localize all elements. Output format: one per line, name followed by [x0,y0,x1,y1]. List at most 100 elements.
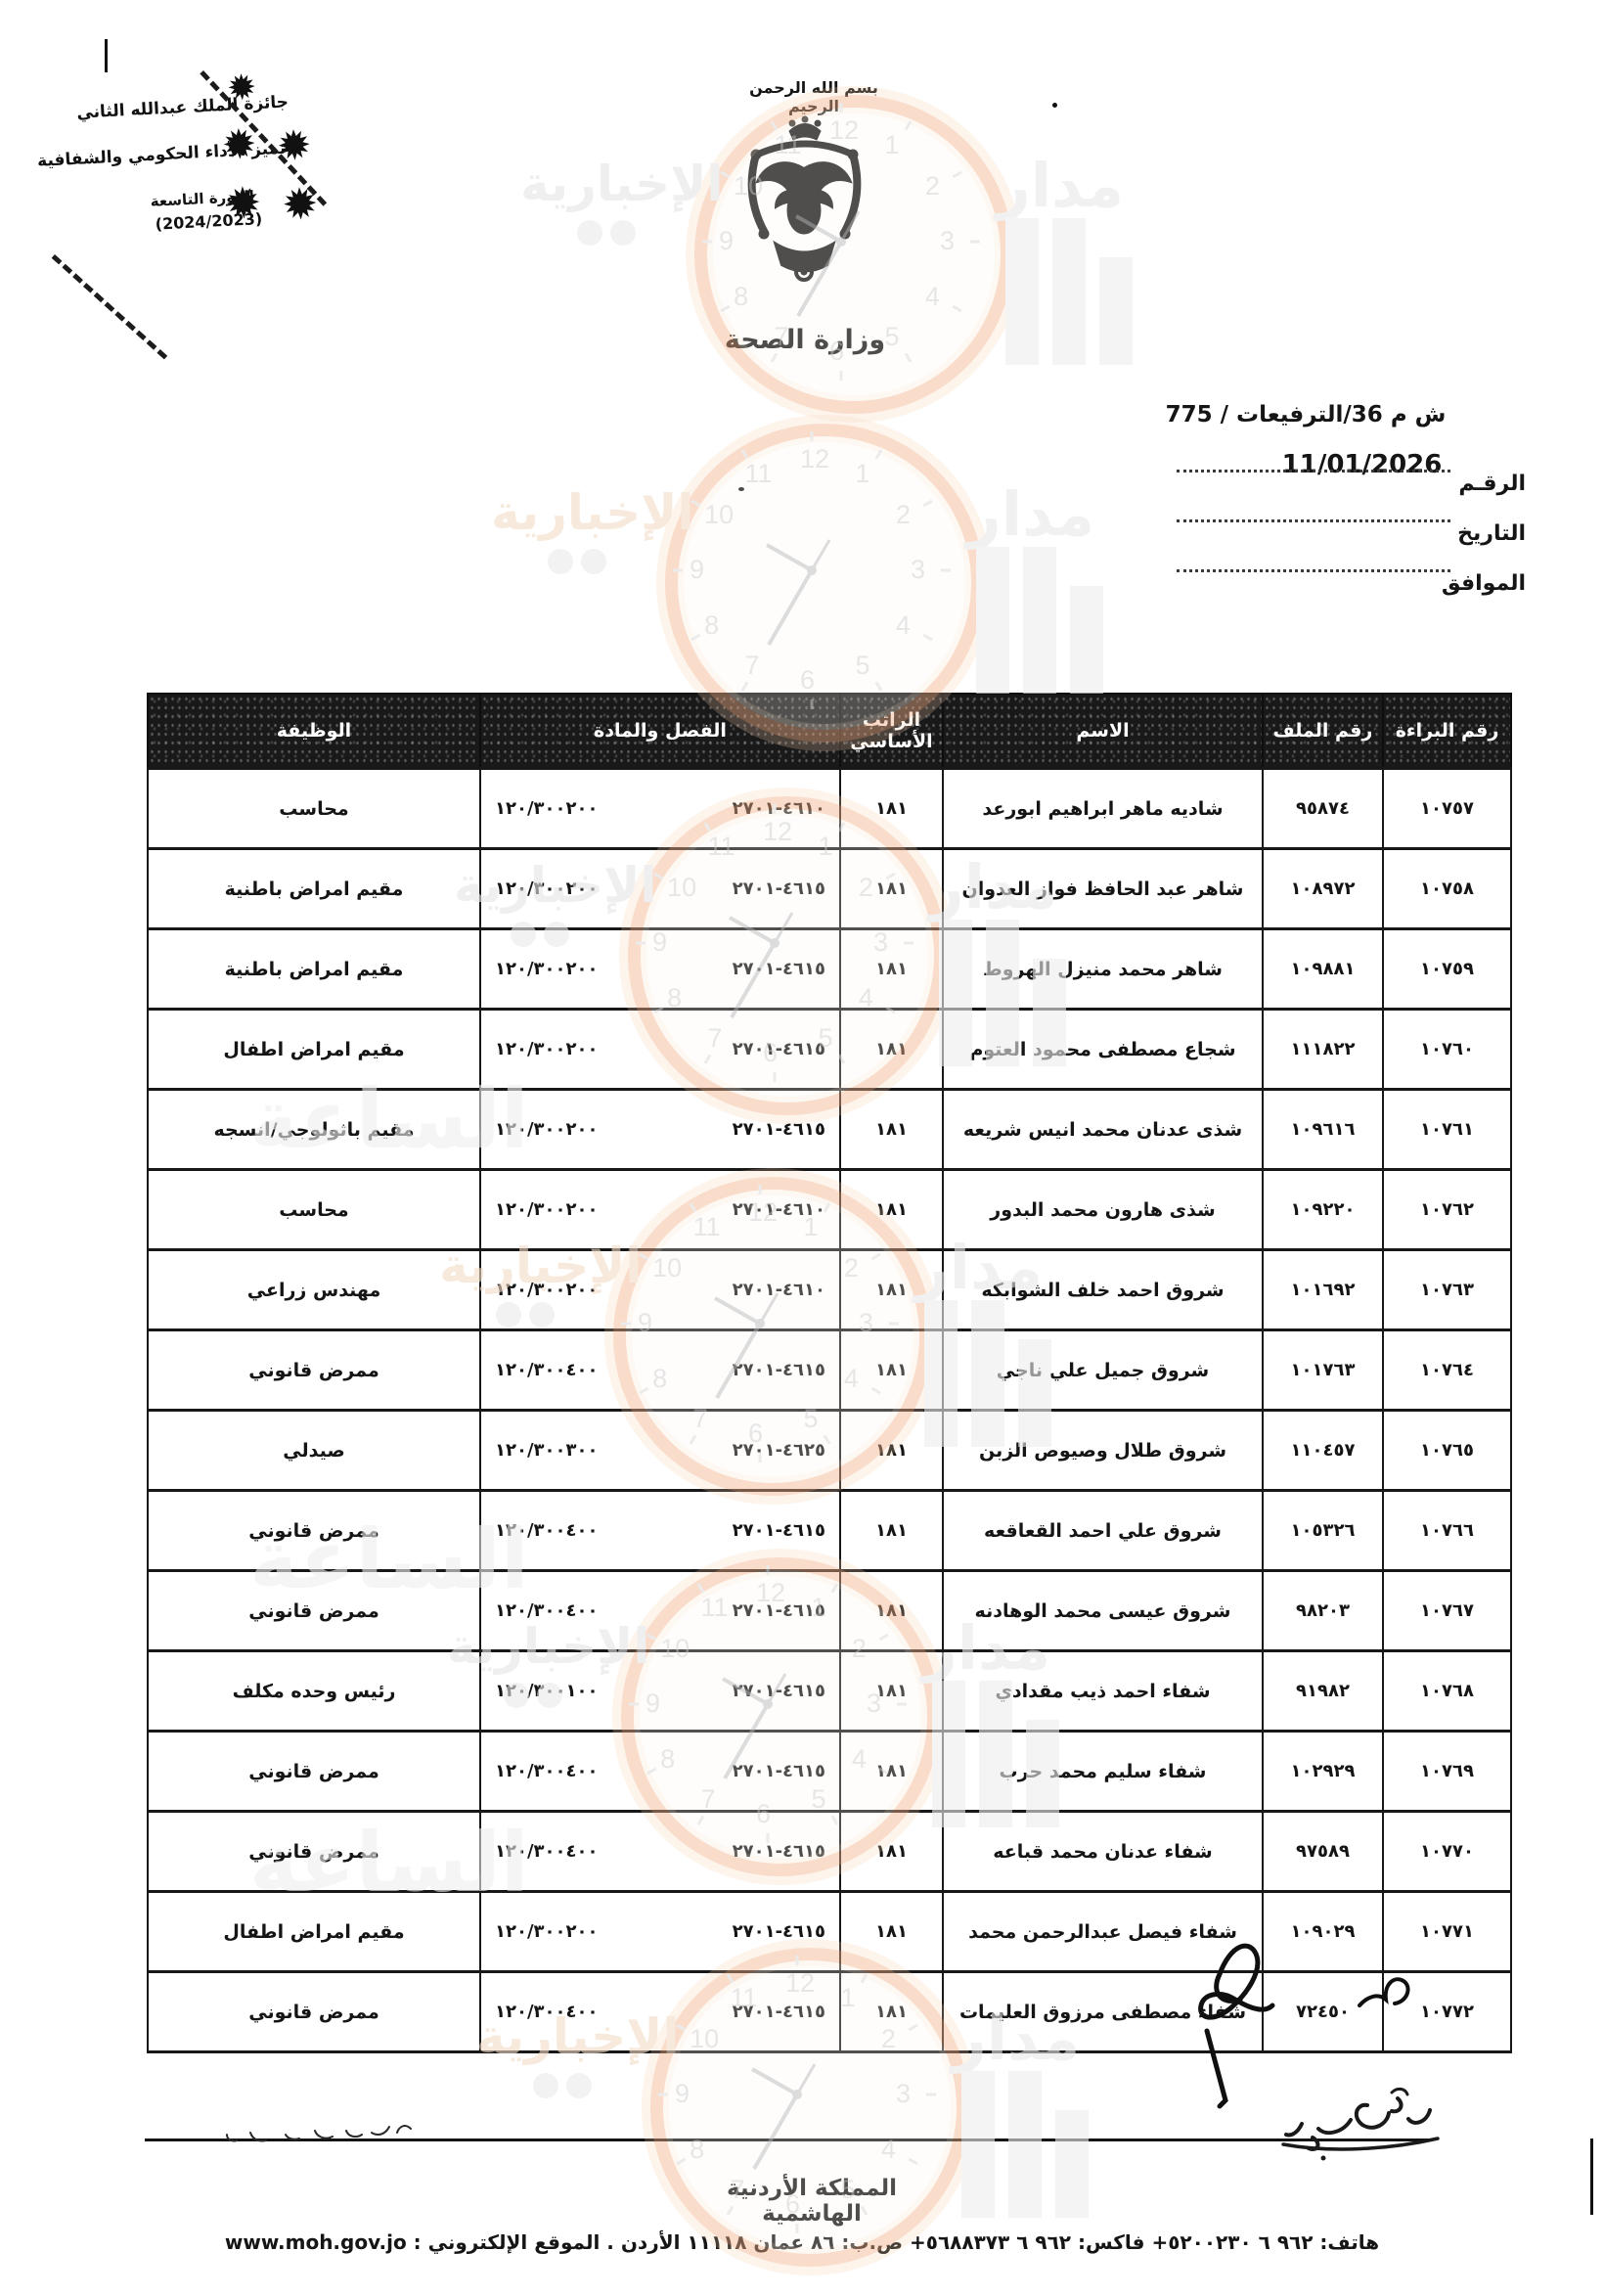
cell-basic-salary: ١٨١ [839,1810,944,1893]
tiny-handwriting-scribble [226,2125,412,2142]
cell-job-title: مقيم امراض باطنية [147,847,481,930]
cell-chapter-article: ١٢٠/٣٠٠٢٠٠ ٤٦١٠-٢٧٠١ [479,1168,841,1251]
cell-decree-number: ١٠٧٦٠ [1382,1008,1512,1091]
agreed-field-label: الموافق [1441,571,1526,596]
cell-job-title: ممرض قانوني [147,1569,481,1652]
number-field-line [1177,470,1450,473]
cell-job-title: مقيم امراض باطنية [147,927,481,1011]
cell-decree-number: ١٠٧٧٢ [1382,1970,1512,2053]
cell-decree-number: ١٠٧٦٩ [1382,1730,1512,1813]
cell-job-title: رئيس وحده مكلف [147,1649,481,1733]
table-row: ١٠٧٦٦ ١٠٥٣٢٦ شروق علي احمد القعاقعه ١٨١ ١٢٠/… [147,1489,1512,1572]
pobox-text: ص.ب: ٨٦ عمان ١١١١٨ الأردن . [606,2230,904,2254]
cell-employee-name: شفاء فيصل عبدالرحمن محمد [942,1890,1264,1973]
kingdom-title: المملكة الأردنية الهاشمية [726,2176,898,2227]
cell-basic-salary: ١٨١ [839,1569,944,1652]
cell-decree-number: ١٠٧٧١ [1382,1890,1512,1973]
basmala-text: بسم الله الرحمن الرحيم [749,78,878,115]
cell-job-title: ممرض قانوني [147,1810,481,1893]
cell-file-number: ١٠١٦٩٢ [1262,1248,1384,1331]
cell-decree-number: ١٠٧٦٧ [1382,1569,1512,1652]
column-header-5: الوظيفة [147,693,481,770]
scan-dot-artifact [738,487,744,491]
cell-decree-number: ١٠٧٦١ [1382,1088,1512,1171]
column-header-0: رقم البراءة [1382,693,1512,770]
cell-job-title: صيدلي [147,1409,481,1492]
cell-basic-salary: ١٨١ [839,1409,944,1492]
table-row: ١٠٧٥٧ ٩٥٨٧٤ شاديه ماهر ابراهيم ابورعد ١٨١ ١٢… [147,767,1512,850]
cell-decree-number: ١٠٧٦٨ [1382,1649,1512,1733]
table-header-row: رقم البراءة رقم الملف الاسم الراتب الأساسي ا… [147,693,1512,770]
column-header-2: الاسم [942,693,1264,770]
cell-basic-salary: ١٨١ [839,1890,944,1973]
table-row: ١٠٧٦١ ١٠٩٦١٦ شذى عدنان محمد انيس شريعه ١٨١ ١… [147,1088,1512,1171]
cell-basic-salary: ١٨١ [839,927,944,1011]
table-row: ١٠٧٥٩ ١٠٩٨٨١ شاهر محمد منيزل الهروط ١٨١ ١٢٠/… [147,927,1512,1011]
cell-decree-number: ١٠٧٦٥ [1382,1409,1512,1492]
cell-basic-salary: ١٨١ [839,1168,944,1251]
cell-file-number: ٩٥٨٧٤ [1262,767,1384,850]
cell-employee-name: شاهر عبد الحافظ فواز العدوان [942,847,1264,930]
cell-employee-name: شفاء مصطفى مرزوق العليمات [942,1970,1264,2053]
date-field-line [1177,519,1450,522]
cell-job-title: ممرض قانوني [147,1489,481,1572]
phone-number: +٩٦٢ ٦ ٥٢٠٠٢٣٠ [1151,2230,1314,2254]
ministry-title: وزارة الصحة [724,325,886,355]
promotions-table: رقم البراءة رقم الملف الاسم الراتب الأساسي ا… [147,693,1512,2053]
column-header-1: رقم الملف [1262,693,1384,770]
cell-file-number: ١٠٩٨٨١ [1262,927,1384,1011]
cell-chapter-article: ١٢٠/٣٠٠٤٠٠ ٤٦١٥-٢٧٠١ [479,1810,841,1893]
cell-basic-salary: ١٨١ [839,1730,944,1813]
cell-chapter-article: ١٢٠/٣٠٠٤٠٠ ٤٦١٥-٢٧٠١ [479,1328,841,1412]
cell-decree-number: ١٠٧٦٢ [1382,1168,1512,1251]
scan-tick-artifact [105,39,108,72]
cell-basic-salary: ١٨١ [839,1489,944,1572]
cell-file-number: ١٠٨٩٧٢ [1262,847,1384,930]
cell-job-title: محاسب [147,1168,481,1251]
cell-chapter-article: ١٢٠/٣٠٠٤٠٠ ٤٦١٥-٢٧٠١ [479,1730,841,1813]
cell-basic-salary: ١٨١ [839,1248,944,1331]
cell-chapter-article: ١٢٠/٣٠٠٤٠٠ ٤٦١٥-٢٧٠١ [479,1569,841,1652]
cell-decree-number: ١٠٧٦٣ [1382,1248,1512,1331]
cell-basic-salary: ١٨١ [839,767,944,850]
cell-basic-salary: ١٨١ [839,1088,944,1171]
cell-employee-name: شذى هارون محمد البدور [942,1168,1264,1251]
reference-number-line: ش م 36/الترفيعات / 775 [1165,402,1447,428]
cell-file-number: ٧٢٤٥٠ [1262,1970,1384,2053]
website-label: الموقع الإلكتروني : [413,2230,601,2254]
cell-basic-salary: ١٨١ [839,1649,944,1733]
cell-chapter-article: ١٢٠/٣٠٠٣٠٠ ٤٦٢٥-٢٧٠١ [479,1409,841,1492]
cell-employee-name: شروق عيسى محمد الوهادنه [942,1569,1264,1652]
cell-employee-name: شروق احمد خلف الشوابكه [942,1248,1264,1331]
table-row: ١٠٧٧٠ ٩٧٥٨٩ شفاء عدنان محمد قباعه ١٨١ ١٢٠/٣٠… [147,1810,1512,1893]
handwritten-note-scribble [1281,2087,1440,2161]
cell-decree-number: ١٠٧٥٧ [1382,767,1512,850]
cell-file-number: ١٠٩٢٢٠ [1262,1168,1384,1251]
cell-basic-salary: ١٨١ [839,847,944,930]
cell-decree-number: ١٠٧٧٠ [1382,1810,1512,1893]
cell-job-title: ممرض قانوني [147,1328,481,1412]
cell-chapter-article: ١٢٠/٣٠٠٢٠٠ ٤٦١٥-٢٧٠١ [479,1890,841,1973]
cell-basic-salary: ١٨١ [839,1970,944,2053]
cell-decree-number: ١٠٧٦٤ [1382,1328,1512,1412]
contact-line: هاتف: +٩٦٢ ٦ ٥٢٠٠٢٣٠ فاكس: +٩٦٢ ٦ ٥٦٨٨٣٧… [166,2230,1438,2254]
cell-job-title: محاسب [147,767,481,850]
cell-job-title: مقيم باثولوجي/انسجه [147,1088,481,1171]
cell-file-number: ١٠٥٣٢٦ [1262,1489,1384,1572]
cell-file-number: ٩٧٥٨٩ [1262,1810,1384,1893]
cell-job-title: مقيم امراض اطفال [147,1890,481,1973]
cell-file-number: ١٠١٧٦٣ [1262,1328,1384,1412]
table-row: ١٠٧٦٧ ٩٨٢٠٣ شروق عيسى محمد الوهادنه ١٨١ ١٢٠/… [147,1569,1512,1652]
scan-dot-artifact [1052,103,1057,108]
table-row: ١٠٧٧١ ١٠٩٠٢٩ شفاء فيصل عبدالرحمن محمد ١٨١ ١٢… [147,1890,1512,1973]
date-field-label: التاريخ [1457,521,1526,546]
cell-chapter-article: ١٢٠/٣٠٠٤٠٠ ٤٦١٥-٢٧٠١ [479,1489,841,1572]
cell-file-number: ١١١٨٢٢ [1262,1008,1384,1091]
cell-chapter-article: ١٢٠/٣٠٠٢٠٠ ٤٦١٥-٢٧٠١ [479,1088,841,1171]
fax-label: فاكس: [1077,2230,1145,2254]
cell-job-title: ممرض قانوني [147,1970,481,2053]
cell-file-number: ١١٠٤٥٧ [1262,1409,1384,1492]
phone-label: هاتف: [1319,2230,1380,2254]
cell-file-number: ١٠٢٩٢٩ [1262,1730,1384,1813]
